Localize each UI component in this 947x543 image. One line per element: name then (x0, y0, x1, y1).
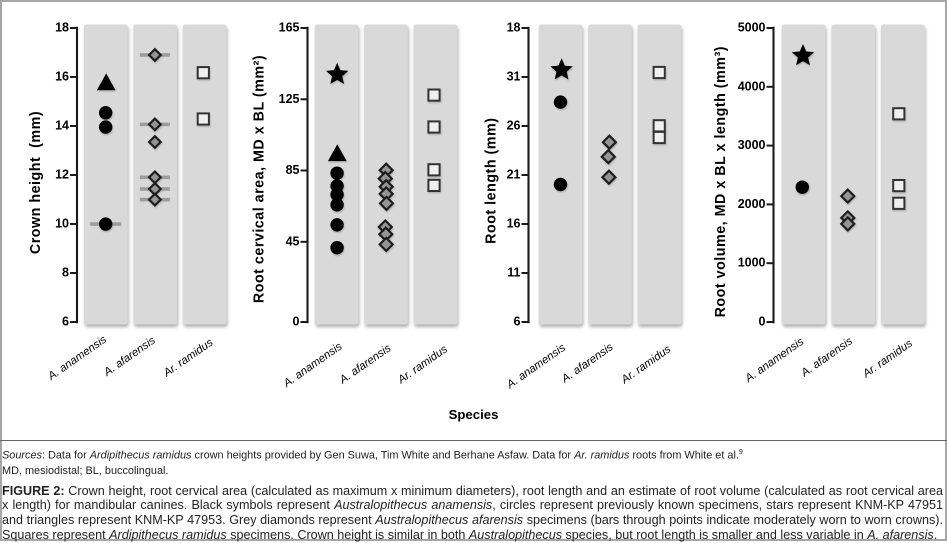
svg-text:Ar. ramidus: Ar. ramidus (395, 343, 450, 386)
svg-text:21: 21 (507, 168, 521, 182)
svg-text:Ar. ramidus: Ar. ramidus (860, 337, 915, 380)
svg-text:18: 18 (507, 21, 521, 35)
svg-text:12: 12 (55, 168, 69, 182)
svg-text:26: 26 (507, 119, 521, 133)
svg-text:125: 125 (279, 92, 300, 106)
svg-text:A. anamensis: A. anamensis (45, 333, 109, 383)
svg-text:Root volume, MD x BL x length: Root volume, MD x BL x length (mm³) (713, 46, 729, 317)
svg-text:14: 14 (55, 119, 69, 133)
svg-text:6: 6 (514, 315, 521, 329)
svg-text:A. afarensis: A. afarensis (559, 341, 616, 386)
svg-text:A. anamensis: A. anamensis (742, 336, 806, 386)
svg-text:165: 165 (279, 21, 300, 35)
svg-text:Root length (mm): Root length (mm) (484, 118, 500, 244)
svg-text:A. afarensis: A. afarensis (337, 342, 394, 387)
svg-text:A. anamensis: A. anamensis (504, 342, 568, 392)
svg-text:16: 16 (507, 217, 521, 231)
svg-text:85: 85 (286, 163, 300, 177)
svg-text:6: 6 (62, 315, 69, 329)
svg-text:18: 18 (55, 21, 69, 35)
svg-text:A. afarensis: A. afarensis (798, 335, 855, 380)
svg-text:0: 0 (759, 315, 766, 329)
svg-text:8: 8 (62, 266, 69, 280)
svg-text:3000: 3000 (738, 138, 766, 152)
svg-text:45: 45 (286, 234, 300, 248)
svg-text:Ar. ramidus: Ar. ramidus (619, 343, 674, 386)
svg-text:1000: 1000 (738, 256, 766, 270)
svg-text:4000: 4000 (738, 79, 766, 93)
svg-text:0: 0 (293, 315, 300, 329)
svg-text:16: 16 (55, 70, 69, 84)
svg-text:Crown height (mm): Crown height (mm) (28, 111, 44, 254)
svg-text:5000: 5000 (738, 21, 766, 35)
svg-text:10: 10 (55, 217, 69, 231)
svg-text:2000: 2000 (738, 197, 766, 211)
svg-text:Ar. ramidus: Ar. ramidus (161, 336, 216, 379)
svg-text:Root cervical area, MD x BL (m: Root cervical area, MD x BL (mm²) (251, 55, 267, 303)
svg-text:11: 11 (507, 266, 520, 280)
svg-text:A. afarensis: A. afarensis (101, 334, 158, 379)
svg-text:A. anamensis: A. anamensis (281, 340, 345, 390)
svg-text:31: 31 (507, 70, 521, 84)
